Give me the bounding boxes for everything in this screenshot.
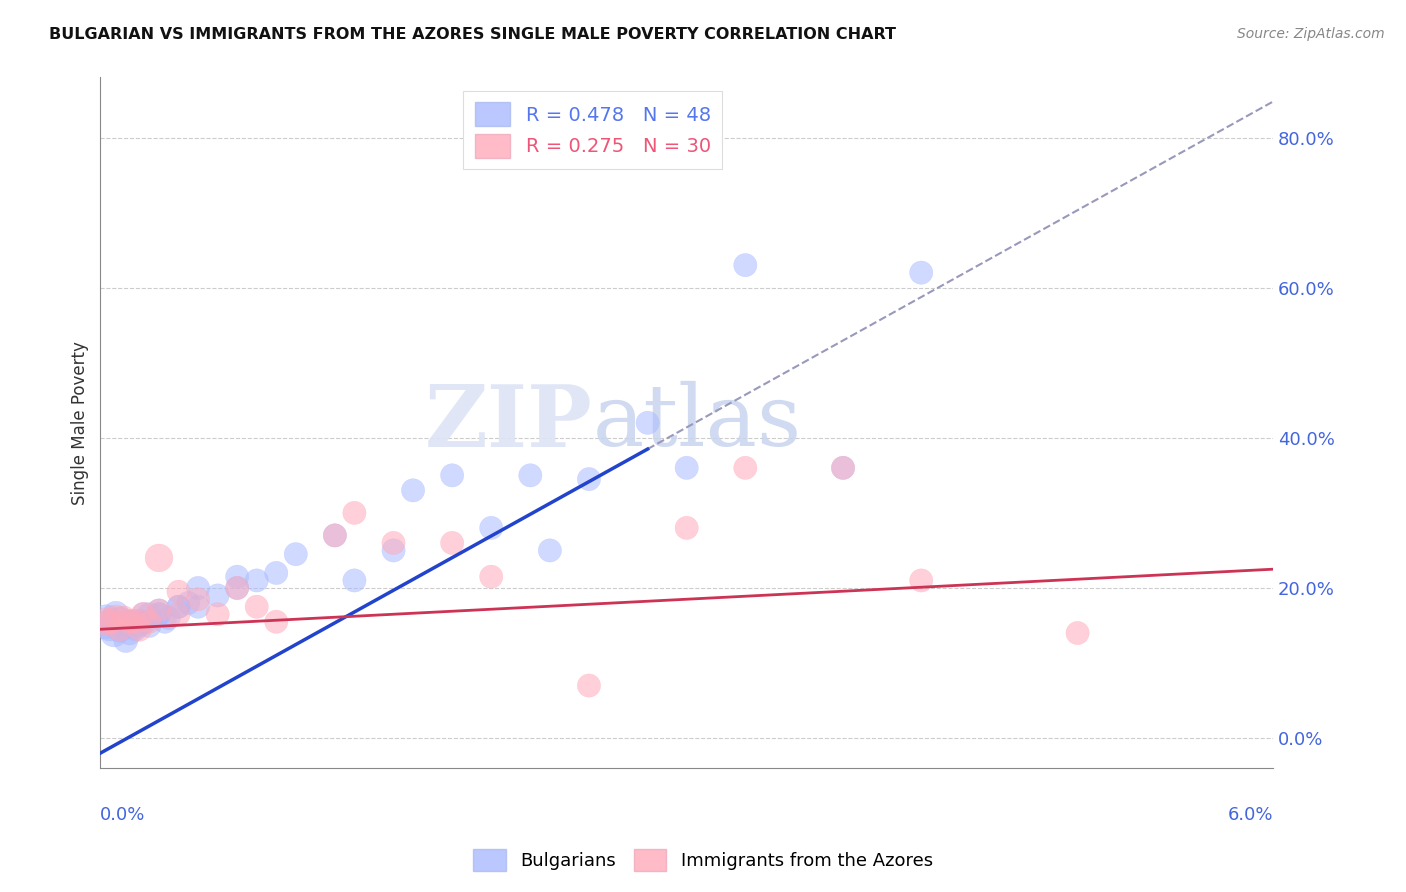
Point	[675, 460, 697, 475]
Point	[103, 626, 125, 640]
Legend: R = 0.478   N = 48, R = 0.275   N = 30: R = 0.478 N = 48, R = 0.275 N = 30	[464, 91, 723, 169]
Point	[157, 611, 180, 625]
Point	[207, 589, 229, 603]
Legend: Bulgarians, Immigrants from the Azores: Bulgarians, Immigrants from the Azores	[465, 842, 941, 879]
Point	[122, 615, 145, 629]
Point	[138, 607, 160, 622]
Point	[128, 615, 150, 629]
Point	[167, 599, 190, 614]
Point	[118, 615, 141, 629]
Point	[343, 574, 366, 588]
Text: 6.0%: 6.0%	[1227, 805, 1272, 823]
Point	[832, 460, 855, 475]
Point	[441, 536, 464, 550]
Point	[226, 570, 249, 584]
Point	[96, 615, 118, 629]
Text: ZIP: ZIP	[425, 381, 593, 465]
Point	[246, 574, 269, 588]
Point	[284, 547, 307, 561]
Point	[138, 618, 160, 632]
Point	[402, 483, 425, 498]
Text: atlas: atlas	[593, 381, 801, 465]
Point	[578, 679, 600, 693]
Point	[264, 566, 287, 580]
Point	[108, 622, 131, 636]
Point	[153, 615, 176, 629]
Point	[112, 618, 135, 632]
Y-axis label: Single Male Poverty: Single Male Poverty	[72, 341, 89, 505]
Point	[675, 521, 697, 535]
Point	[98, 615, 121, 629]
Point	[323, 528, 346, 542]
Point	[134, 615, 156, 629]
Point	[226, 581, 249, 595]
Point	[323, 528, 346, 542]
Text: Source: ZipAtlas.com: Source: ZipAtlas.com	[1237, 27, 1385, 41]
Point	[167, 607, 190, 622]
Point	[637, 416, 659, 430]
Point	[441, 468, 464, 483]
Point	[207, 607, 229, 622]
Point	[910, 266, 932, 280]
Point	[132, 607, 155, 622]
Point	[187, 592, 209, 607]
Point	[108, 615, 131, 629]
Point	[246, 599, 269, 614]
Point	[479, 570, 502, 584]
Point	[382, 543, 405, 558]
Point	[128, 618, 150, 632]
Point	[177, 596, 200, 610]
Point	[343, 506, 366, 520]
Point	[104, 611, 127, 625]
Point	[114, 633, 136, 648]
Point	[1066, 626, 1088, 640]
Point	[124, 615, 146, 629]
Point	[167, 584, 190, 599]
Point	[128, 622, 150, 636]
Point	[382, 536, 405, 550]
Point	[98, 618, 121, 632]
Point	[148, 603, 170, 617]
Point	[226, 581, 249, 595]
Point	[264, 615, 287, 629]
Point	[148, 607, 170, 622]
Point	[479, 521, 502, 535]
Point	[148, 550, 170, 565]
Point	[734, 460, 756, 475]
Point	[118, 626, 141, 640]
Point	[124, 622, 146, 636]
Point	[538, 543, 561, 558]
Point	[910, 574, 932, 588]
Point	[734, 258, 756, 272]
Point	[138, 615, 160, 629]
Point	[118, 615, 141, 629]
Point	[187, 581, 209, 595]
Point	[108, 622, 131, 636]
Point	[96, 615, 118, 629]
Point	[578, 472, 600, 486]
Point	[112, 611, 135, 625]
Point	[148, 607, 170, 622]
Point	[167, 599, 190, 614]
Text: BULGARIAN VS IMMIGRANTS FROM THE AZORES SINGLE MALE POVERTY CORRELATION CHART: BULGARIAN VS IMMIGRANTS FROM THE AZORES …	[49, 27, 896, 42]
Point	[132, 607, 155, 622]
Point	[832, 460, 855, 475]
Text: 0.0%: 0.0%	[100, 805, 146, 823]
Point	[519, 468, 541, 483]
Point	[104, 607, 127, 622]
Point	[187, 599, 209, 614]
Point	[148, 603, 170, 617]
